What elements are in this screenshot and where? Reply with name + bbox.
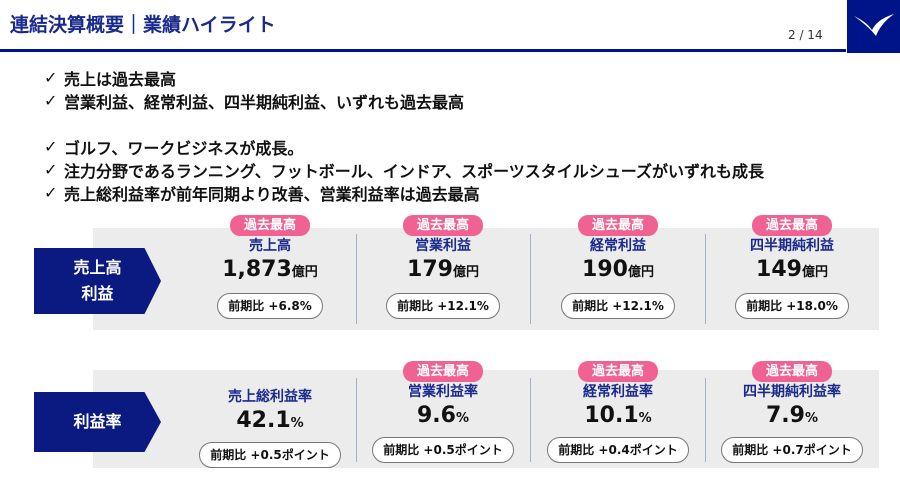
page-number: 2 / 14 bbox=[788, 28, 823, 42]
metric-value-row: 149億円 bbox=[715, 256, 869, 287]
record-badge: 過去最高 bbox=[403, 361, 483, 382]
bullet-text: 売上総利益率が前年同期より改善、営業利益率は過去最高 bbox=[64, 184, 480, 204]
metric-label: 営業利益率 bbox=[408, 384, 478, 400]
comparison-pill: 前期比 +0.5ポイント bbox=[199, 442, 341, 468]
metric-label: 四半期純利益 bbox=[750, 238, 834, 254]
record-badge: 過去最高 bbox=[578, 361, 658, 382]
column-divider bbox=[705, 378, 706, 462]
metric-value-row: 10.1% bbox=[541, 402, 695, 433]
comparison-pill: 前期比 +12.1% bbox=[561, 293, 675, 319]
metric-operating-profit: 過去最高 営業利益 179億円 前期比 +12.1% bbox=[366, 214, 520, 319]
record-badge: 過去最高 bbox=[752, 361, 832, 382]
metric-value: 1,873 bbox=[222, 257, 292, 282]
metric-value-row: 7.9% bbox=[715, 402, 869, 433]
metric-operating-margin: 過去最高 営業利益率 9.6% 前期比 +0.5ポイント bbox=[366, 360, 520, 463]
metric-value: 10.1 bbox=[584, 403, 639, 428]
column-divider bbox=[530, 378, 531, 462]
metric-net-margin: 過去最高 四半期純利益率 7.9% 前期比 +0.7ポイント bbox=[715, 360, 869, 463]
metric-label: 売上高 bbox=[249, 238, 291, 254]
metric-value: 190 bbox=[582, 257, 628, 282]
margins-label: 利益率 bbox=[34, 392, 161, 452]
highlight-bullets: ✓ 売上は過去最高 ✓ 営業利益、経常利益、四半期純利益、いずれも過去最高 ✓ … bbox=[44, 66, 764, 204]
bullet-text: 売上は過去最高 bbox=[64, 69, 177, 89]
metric-label: 営業利益 bbox=[415, 238, 471, 254]
column-divider bbox=[705, 234, 706, 324]
metric-value-row: 1,873億円 bbox=[193, 256, 347, 287]
metric-label: 四半期純利益率 bbox=[743, 384, 841, 400]
label-line: 利益 bbox=[81, 284, 114, 303]
metric-value-row: 42.1% bbox=[193, 407, 347, 438]
metric-sales: 過去最高 売上高 1,873億円 前期比 +6.8% bbox=[193, 214, 347, 319]
metric-gross-margin: 売上総利益率 42.1% 前期比 +0.5ポイント bbox=[193, 387, 347, 468]
comparison-pill: 前期比 +12.1% bbox=[386, 293, 500, 319]
metric-ordinary-profit: 過去最高 経常利益 190億円 前期比 +12.1% bbox=[541, 214, 695, 319]
metric-unit: % bbox=[638, 411, 652, 426]
bullet-text: 注力分野であるランニング、フットボール、インドア、スポーツスタイルシューズがいず… bbox=[64, 161, 765, 181]
check-icon: ✓ bbox=[44, 183, 58, 202]
record-badge: 過去最高 bbox=[752, 215, 832, 236]
metric-unit: % bbox=[290, 416, 304, 431]
comparison-pill: 前期比 +0.7ポイント bbox=[721, 437, 863, 463]
metric-label: 経常利益率 bbox=[583, 384, 653, 400]
metric-unit: 億円 bbox=[291, 265, 318, 280]
metric-label: 売上総利益率 bbox=[228, 389, 312, 405]
sales-profit-label: 売上高 利益 bbox=[34, 248, 161, 314]
mizuno-runbird-logo-icon bbox=[854, 14, 894, 36]
metric-unit: 億円 bbox=[801, 265, 828, 280]
comparison-pill: 前期比 +0.5ポイント bbox=[372, 437, 514, 463]
check-icon: ✓ bbox=[44, 68, 58, 87]
metric-unit: % bbox=[455, 411, 469, 426]
metric-unit: 億円 bbox=[627, 265, 654, 280]
metric-net-profit: 過去最高 四半期純利益 149億円 前期比 +18.0% bbox=[715, 214, 869, 319]
metric-ordinary-margin: 過去最高 経常利益率 10.1% 前期比 +0.4ポイント bbox=[541, 360, 695, 463]
metric-value: 179 bbox=[407, 257, 453, 282]
comparison-pill: 前期比 +0.4ポイント bbox=[547, 437, 689, 463]
metric-value: 149 bbox=[756, 257, 802, 282]
bullet-text: ゴルフ、ワークビジネスが成長。 bbox=[64, 138, 304, 158]
comparison-pill: 前期比 +6.8% bbox=[217, 293, 323, 319]
comparison-pill: 前期比 +18.0% bbox=[735, 293, 849, 319]
header-divider bbox=[0, 49, 846, 52]
bullet-text: 営業利益、経常利益、四半期純利益、いずれも過去最高 bbox=[64, 92, 465, 112]
check-icon: ✓ bbox=[44, 160, 58, 179]
metric-value: 42.1 bbox=[236, 408, 291, 433]
label-line: 利益率 bbox=[73, 412, 122, 431]
metric-value: 9.6 bbox=[416, 403, 456, 428]
metric-value-row: 179億円 bbox=[366, 256, 520, 287]
bullet-item: ✓ 売上は過去最高 bbox=[44, 66, 764, 89]
bullet-item: ✓ 注力分野であるランニング、フットボール、インドア、スポーツスタイルシューズが… bbox=[44, 158, 764, 181]
brand-logo bbox=[847, 0, 900, 53]
label-line: 売上高 bbox=[73, 258, 122, 277]
record-badge: 過去最高 bbox=[230, 215, 310, 236]
column-divider bbox=[530, 234, 531, 324]
check-icon: ✓ bbox=[44, 137, 58, 156]
column-divider bbox=[356, 378, 357, 462]
metric-value: 7.9 bbox=[765, 403, 805, 428]
bullet-item: ✓ 売上総利益率が前年同期より改善、営業利益率は過去最高 bbox=[44, 181, 764, 204]
check-icon: ✓ bbox=[44, 91, 58, 110]
metric-value-row: 190億円 bbox=[541, 256, 695, 287]
metric-unit: % bbox=[804, 411, 818, 426]
column-divider bbox=[356, 234, 357, 324]
bullet-item: ✓ 営業利益、経常利益、四半期純利益、いずれも過去最高 bbox=[44, 89, 764, 112]
metric-value-row: 9.6% bbox=[366, 402, 520, 433]
metric-label: 経常利益 bbox=[590, 238, 646, 254]
record-badge: 過去最高 bbox=[578, 215, 658, 236]
bullet-item: ✓ ゴルフ、ワークビジネスが成長。 bbox=[44, 135, 764, 158]
page-title: 連結決算概要｜業績ハイライト bbox=[10, 14, 276, 36]
metric-unit: 億円 bbox=[452, 265, 479, 280]
record-badge: 過去最高 bbox=[403, 215, 483, 236]
